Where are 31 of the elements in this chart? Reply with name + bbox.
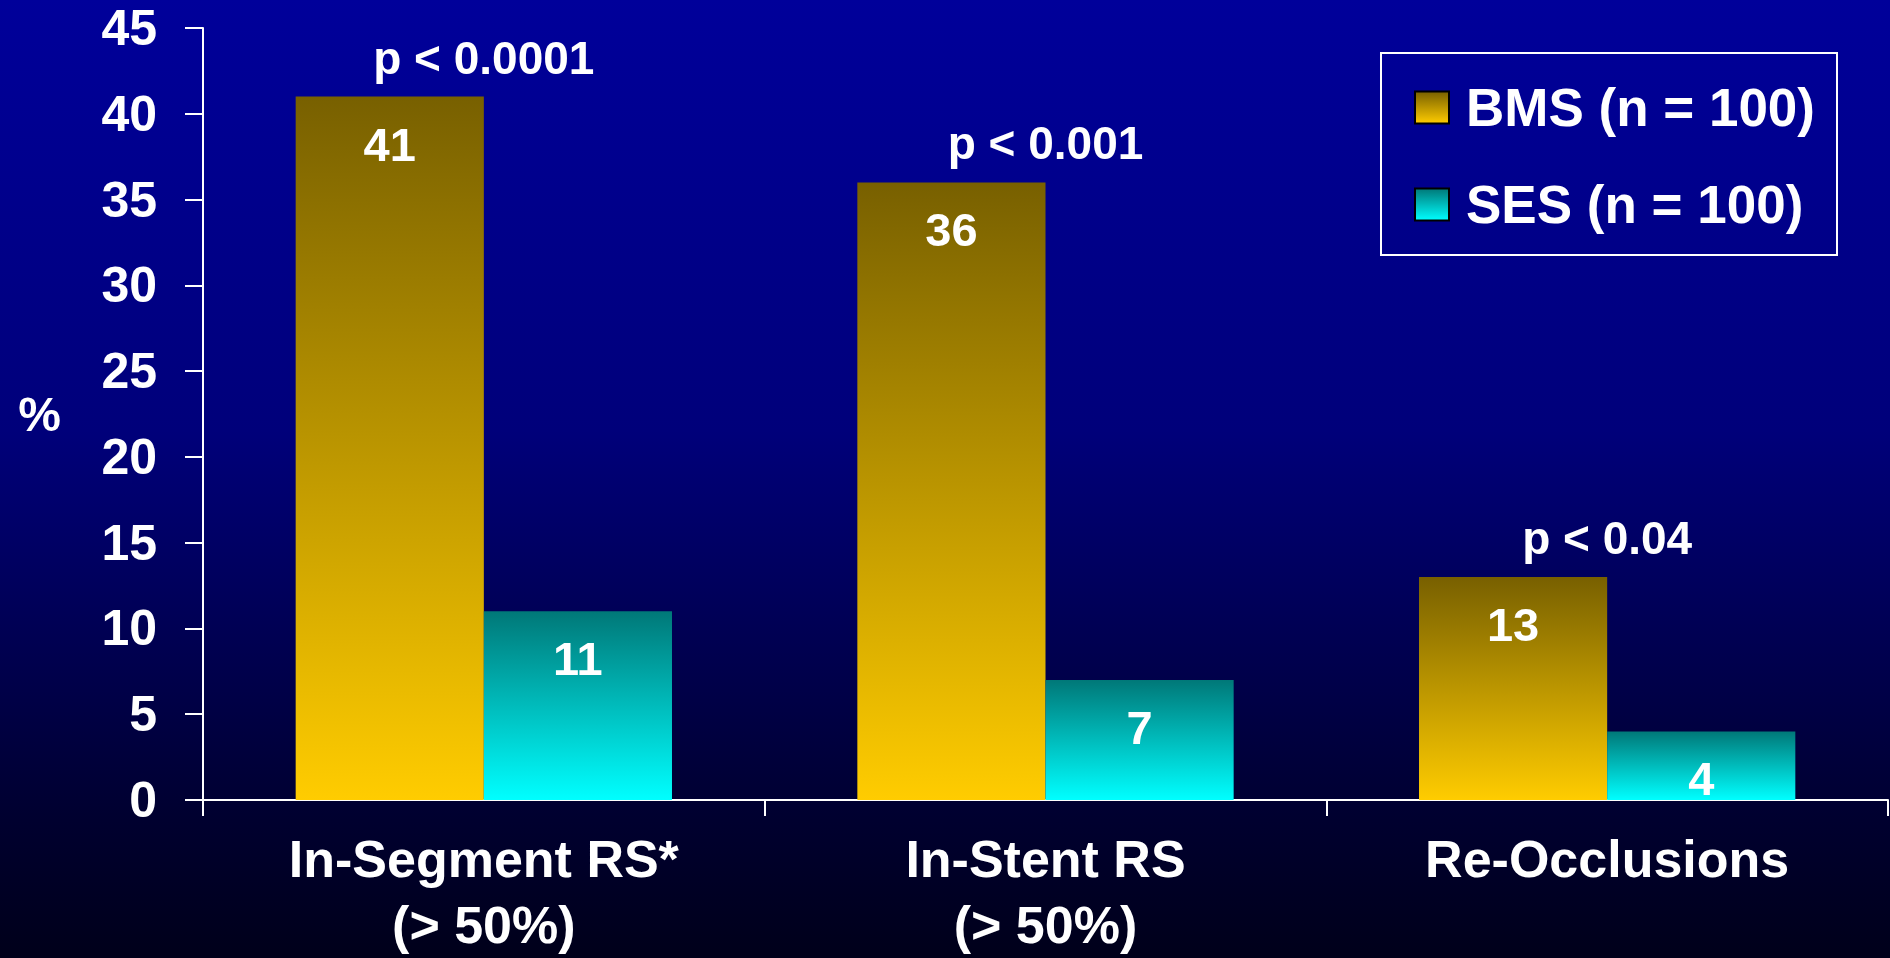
y-tick-label: 5 <box>129 686 157 743</box>
annotation: p < 0.001 <box>947 117 1144 170</box>
data-label: 41 <box>363 117 416 171</box>
x-tick-label: In-Stent RS (> 50%) <box>905 830 1186 954</box>
y-axis-title: % <box>18 387 61 441</box>
y-tick-label: 25 <box>101 343 157 400</box>
y-tick-label: 30 <box>101 257 157 314</box>
y-tick-label: 20 <box>101 428 157 485</box>
annotation: p < 0.0001 <box>373 31 595 84</box>
data-label: 13 <box>1486 597 1540 651</box>
x-tick-label: In-Segment RS* (> 50%) <box>288 830 680 954</box>
y-tick-label: 45 <box>101 0 157 56</box>
bar <box>857 182 1046 800</box>
bar <box>295 96 484 800</box>
x-tick-label: Re-Occlusions <box>1425 830 1790 888</box>
bar <box>483 611 672 800</box>
y-tick-label: 10 <box>101 600 157 657</box>
legend-label: SES (n = 100) <box>1466 175 1804 234</box>
data-label: 4 <box>1688 752 1715 806</box>
legend-label: BMS (n = 100) <box>1466 78 1816 137</box>
y-tick-label: 15 <box>101 514 157 571</box>
annotation: p < 0.04 <box>1522 511 1693 564</box>
data-label: 11 <box>553 632 603 686</box>
bar <box>1419 576 1608 800</box>
y-tick-label: 0 <box>129 772 157 828</box>
y-tick-label: 35 <box>101 171 157 228</box>
bar <box>1045 679 1234 800</box>
bar <box>1607 731 1796 800</box>
data-label: 36 <box>925 203 978 257</box>
data-label: 7 <box>1126 700 1153 754</box>
y-tick-label: 40 <box>101 85 157 142</box>
